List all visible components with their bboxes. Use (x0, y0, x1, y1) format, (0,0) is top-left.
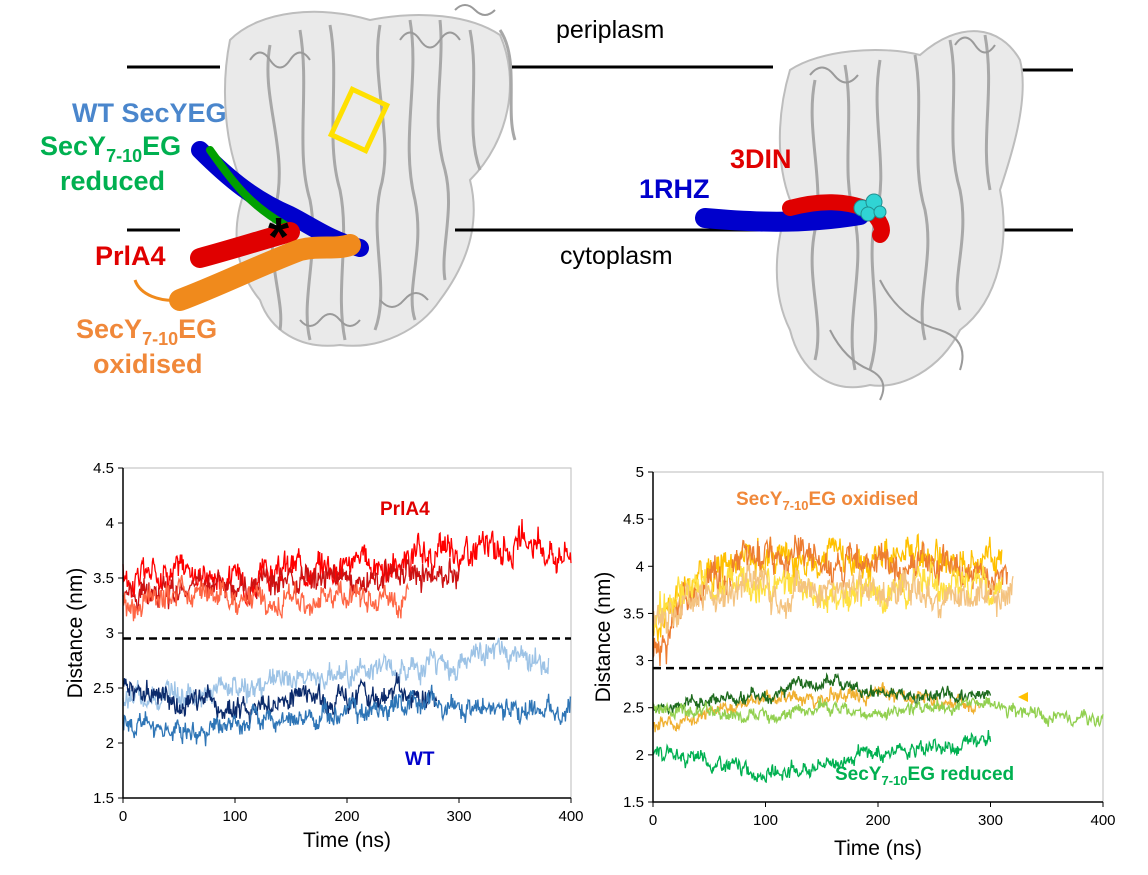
x-tick-label: 300 (446, 808, 471, 825)
series-line (122, 558, 460, 616)
x-tick-label: 100 (753, 812, 778, 829)
chart2-annotation-oxidised: SecY7-10EG oxidised (736, 489, 918, 513)
cyan-residue (853, 193, 887, 222)
series-line (652, 696, 1104, 728)
y-tick-label: 4.5 (623, 511, 644, 528)
periplasm-label: periplasm (556, 16, 664, 44)
y-tick-label: 3.5 (93, 570, 114, 587)
chart1-annotation-prla4: PrlA4 (380, 499, 430, 520)
1rhz-helix (695, 205, 870, 232)
y-tick-label: 2.5 (93, 680, 114, 697)
orange-arrow-marker (1018, 692, 1028, 702)
chart1-annotation-wt: WT (405, 749, 435, 770)
y-axis-title: Distance (nm) (64, 568, 87, 699)
x-axis-title: Time (ns) (303, 829, 391, 852)
series-line (652, 563, 1014, 634)
y-tick-label: 2 (106, 735, 114, 752)
prla4-label: PrlA4 (95, 241, 166, 271)
yellow-box-marker (327, 85, 391, 155)
x-tick-label: 400 (558, 808, 583, 825)
x-tick-label: 400 (1090, 812, 1115, 829)
series-line (652, 672, 992, 716)
left-protein-structure: * (133, 4, 517, 347)
cytoplasm-label: cytoplasm (560, 242, 673, 270)
plot-area (122, 467, 572, 799)
x-tick-label: 0 (119, 808, 127, 825)
y-tick-label: 3 (106, 625, 114, 642)
series-line (652, 534, 1009, 667)
x-tick-label: 100 (222, 808, 247, 825)
right-protein-structure (695, 30, 1024, 401)
3din-label: 3DIN (730, 144, 792, 174)
chart-prla4-wt: 1.5 2 2.5 3 3.5 4 4.5 0 100 200 300 400 PrlA4 WT Ti… (64, 460, 584, 852)
y-axis-title: Distance (nm) (592, 572, 615, 703)
reduced-helix (206, 146, 289, 229)
series-layer (652, 533, 1104, 784)
y-tick-label: 5 (636, 464, 644, 481)
y-tick-label: 3.5 (623, 605, 644, 622)
1rhz-label: 1RHZ (639, 174, 710, 204)
oxidised-word-label: oxidised (93, 349, 203, 379)
y-tick-label: 4 (106, 515, 114, 532)
y-tick-label: 1.5 (93, 790, 114, 807)
oxidised-loop (133, 279, 181, 302)
y-tick-label: 1.5 (623, 794, 644, 811)
y-tick-label: 2 (636, 747, 644, 764)
secy-oxidised-label: SecY7-10EG (76, 314, 217, 349)
series-layer (122, 518, 572, 747)
series-line (122, 684, 572, 747)
series-line (122, 518, 572, 607)
series-line (122, 574, 410, 622)
wt-secyeg-label: WT SecYEG (72, 98, 227, 128)
secy-reduced-label: SecY7-10EG (40, 131, 181, 166)
x-tick-label: 300 (978, 812, 1003, 829)
y-tick-label: 4.5 (93, 460, 114, 477)
chart2-annotation-reduced: SecY7-10EG reduced (835, 764, 1014, 788)
y-tick-label: 2.5 (623, 700, 644, 717)
star-marker: * (268, 207, 289, 267)
ticks-layer: 1.5 2 2.5 3 3.5 4 4.5 0 100 200 300 400 (93, 460, 583, 825)
x-tick-label: 200 (334, 808, 359, 825)
x-axis-title: Time (ns) (834, 837, 922, 860)
x-tick-label: 0 (649, 812, 657, 829)
reduced-word-label: reduced (60, 166, 165, 196)
y-tick-label: 4 (636, 558, 644, 575)
y-tick-label: 3 (636, 653, 644, 670)
ticks-layer: 1.5 2 2.5 3 3.5 4 4.5 5 0 100 200 300 400 (623, 464, 1115, 829)
oxidised-helix (169, 234, 361, 311)
prla4-helix (190, 222, 300, 268)
x-tick-label: 200 (865, 812, 890, 829)
series-line (122, 672, 438, 726)
chart-secy-oxidised-reduced: 1.5 2 2.5 3 3.5 4 4.5 5 0 100 200 300 400 SecY7-10EG… (592, 464, 1116, 860)
series-line (652, 730, 992, 784)
